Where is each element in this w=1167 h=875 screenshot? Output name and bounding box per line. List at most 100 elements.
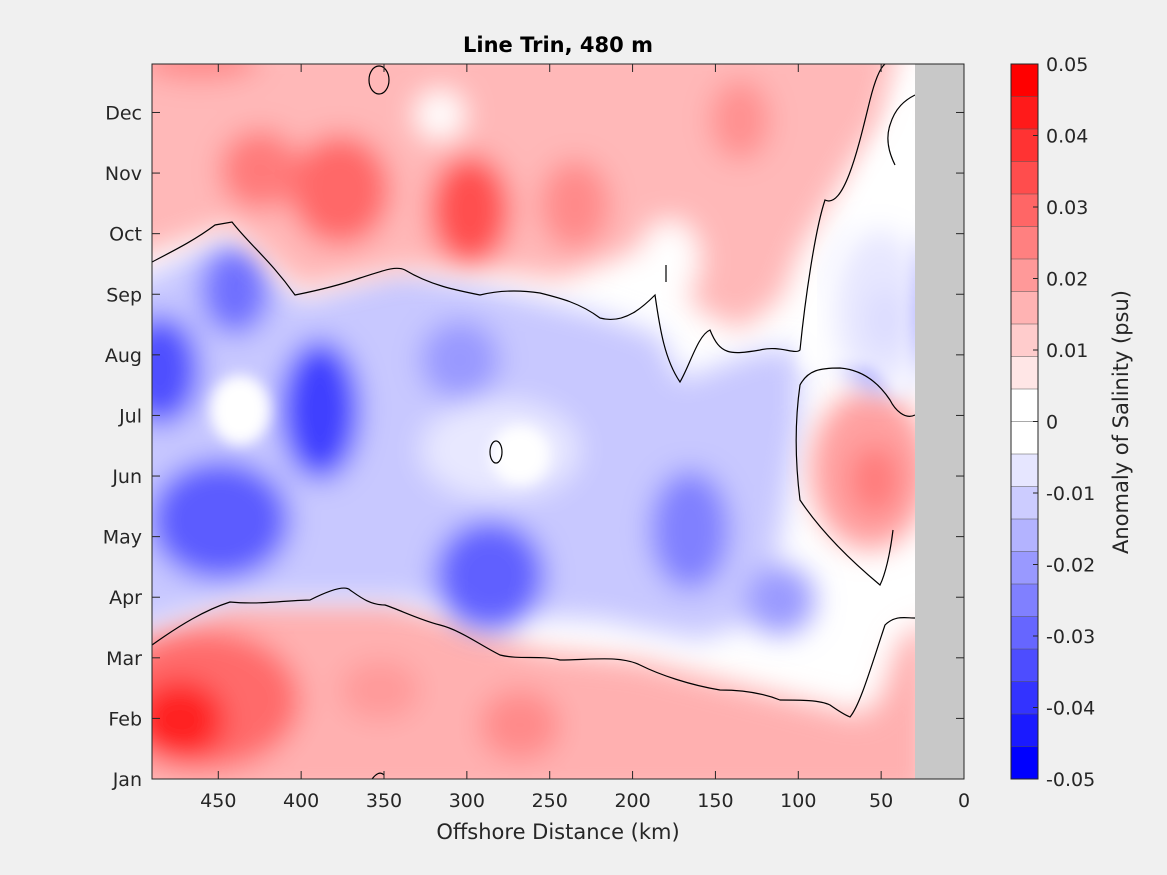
zero-contour-loop-dec: [368, 65, 390, 95]
colorbar-band: [1011, 746, 1038, 780]
axes-box: [151, 63, 965, 780]
zero-patch-dec-300: [415, 90, 465, 140]
y-tick-label: Jan: [112, 769, 142, 791]
positive-core-oct: [430, 155, 510, 265]
x-tick-label: 300: [449, 790, 485, 812]
zero-contours: [152, 64, 916, 779]
colorbar-band: [1011, 616, 1038, 650]
colorbar-tick-label: -0.02: [1046, 555, 1095, 577]
x-axis: 450 400 350 300 250 200 150 100 50 0: [200, 64, 970, 812]
x-tick-label: 250: [532, 790, 568, 812]
contour-fill: [152, 64, 930, 779]
colorbar-band: [1011, 649, 1038, 682]
x-tick-label: 450: [200, 790, 236, 812]
chart-title: Line Trin, 480 m: [463, 33, 653, 57]
x-tick-label: 50: [869, 790, 893, 812]
x-tick-label: 350: [366, 790, 402, 812]
colorbar-label: Anomaly of Salinity (psu): [1109, 290, 1133, 554]
colorbar-band: [1011, 486, 1038, 520]
y-tick-label: Nov: [105, 163, 142, 185]
colorbar-band: [1011, 64, 1038, 97]
negative-blob-apr-120: [745, 565, 815, 635]
y-tick-label: Mar: [106, 648, 142, 670]
zero-contour-loop-jun: [489, 440, 503, 464]
x-tick-label: 0: [958, 790, 970, 812]
colorbar-band: [1011, 291, 1038, 325]
zero-patch-jul-430: [210, 375, 270, 445]
y-tick-label: Dec: [105, 102, 142, 124]
colorbar-band: [1011, 389, 1038, 422]
near-zero-strip: [800, 70, 915, 400]
negative-core-apr: [435, 520, 545, 630]
colorbar-tick-label: -0.04: [1046, 698, 1095, 720]
positive-peak-feb: [152, 680, 225, 760]
colorbar-tick-label: 0.02: [1046, 269, 1088, 291]
colorbar-band: [1011, 226, 1038, 260]
zero-contour-jun: [795, 367, 916, 586]
colorbar-band: [1011, 584, 1038, 617]
positive-blob-feb-300: [480, 690, 560, 760]
positive-core-dec-100: [710, 80, 770, 160]
negative-core-sep: [200, 245, 270, 335]
x-tick-label: 150: [697, 790, 733, 812]
positive-core-oct-220: [540, 160, 610, 250]
colorbar: 0.05 0.04 0.03 0.02 0.01 0 -0.01 -0.02 -0.03 -0.0…: [1010, 54, 1133, 791]
colorbar-band: [1011, 421, 1038, 455]
positive-band-jan-mar: [152, 600, 930, 779]
colorbar-band: [1011, 681, 1038, 715]
colorbar-tick-label: 0.03: [1046, 197, 1088, 219]
y-tick-label: Oct: [109, 224, 142, 246]
y-tick-label: Aug: [105, 345, 142, 367]
y-tick-label: Feb: [108, 708, 142, 730]
negative-core-jul: [280, 340, 360, 480]
positive-blob-mar-350: [340, 660, 420, 720]
zero-contour-tick-jan: [371, 772, 385, 779]
colorbar-bands: [1011, 64, 1038, 780]
x-axis-label: Offshore Distance (km): [436, 820, 679, 844]
colorbar-band: [1011, 259, 1038, 292]
negative-blob-aug-320: [420, 320, 500, 400]
no-data-region: [915, 64, 964, 779]
colorbar-ticks: 0.05 0.04 0.03 0.02 0.01 0 -0.01 -0.02 -0.03 -0.0…: [1033, 54, 1095, 791]
positive-top-edge: [152, 64, 259, 80]
plot-area: [151, 63, 965, 780]
zero-contour-oct: [152, 64, 886, 384]
colorbar-tick-label: 0: [1046, 412, 1058, 434]
colorbar-tick-label: 0.04: [1046, 126, 1088, 148]
positive-core-jun-nearshore: [850, 445, 900, 515]
y-tick-label: Apr: [109, 587, 142, 609]
x-tick-label: 200: [614, 790, 650, 812]
colorbar-band: [1011, 194, 1038, 227]
y-tick-label: Sep: [106, 284, 142, 306]
colorbar-band: [1011, 454, 1038, 487]
colorbar-band: [1011, 519, 1038, 552]
y-tick-label: Jun: [111, 466, 142, 488]
colorbar-band: [1011, 551, 1038, 585]
zero-patch-oct-180: [640, 220, 700, 300]
colorbar-tick-label: 0.05: [1046, 54, 1088, 76]
zero-contour-dec: [887, 94, 916, 166]
y-axis: Jan Feb Mar Apr May Jun Jul Aug Sep Oct Nov Dec: [103, 102, 964, 791]
negative-core-may: [152, 460, 290, 580]
positive-band-oct-dec: [152, 64, 894, 330]
colorbar-tick-label: 0.01: [1046, 340, 1088, 362]
colorbar-tick-label: -0.01: [1046, 483, 1095, 505]
negative-core-may-150: [650, 470, 730, 590]
colorbar-band: [1011, 324, 1038, 357]
colorbar-band: [1011, 161, 1038, 195]
x-tick-label: 100: [780, 790, 816, 812]
colorbar-band: [1011, 96, 1038, 130]
y-tick-label: May: [103, 527, 142, 549]
negative-core-aug-edge: [152, 315, 200, 425]
colorbar-band: [1011, 356, 1038, 390]
colorbar-tick-label: -0.05: [1046, 769, 1095, 791]
colorbar-band: [1011, 714, 1038, 747]
y-tick-label: Jul: [118, 405, 142, 427]
positive-core-nov-430: [220, 130, 300, 210]
positive-core-nov-330: [290, 135, 390, 245]
x-tick-label: 400: [283, 790, 319, 812]
colorbar-band: [1011, 129, 1038, 162]
zero-contour-mar: [152, 587, 916, 718]
zero-patch-jun-280: [490, 425, 550, 485]
